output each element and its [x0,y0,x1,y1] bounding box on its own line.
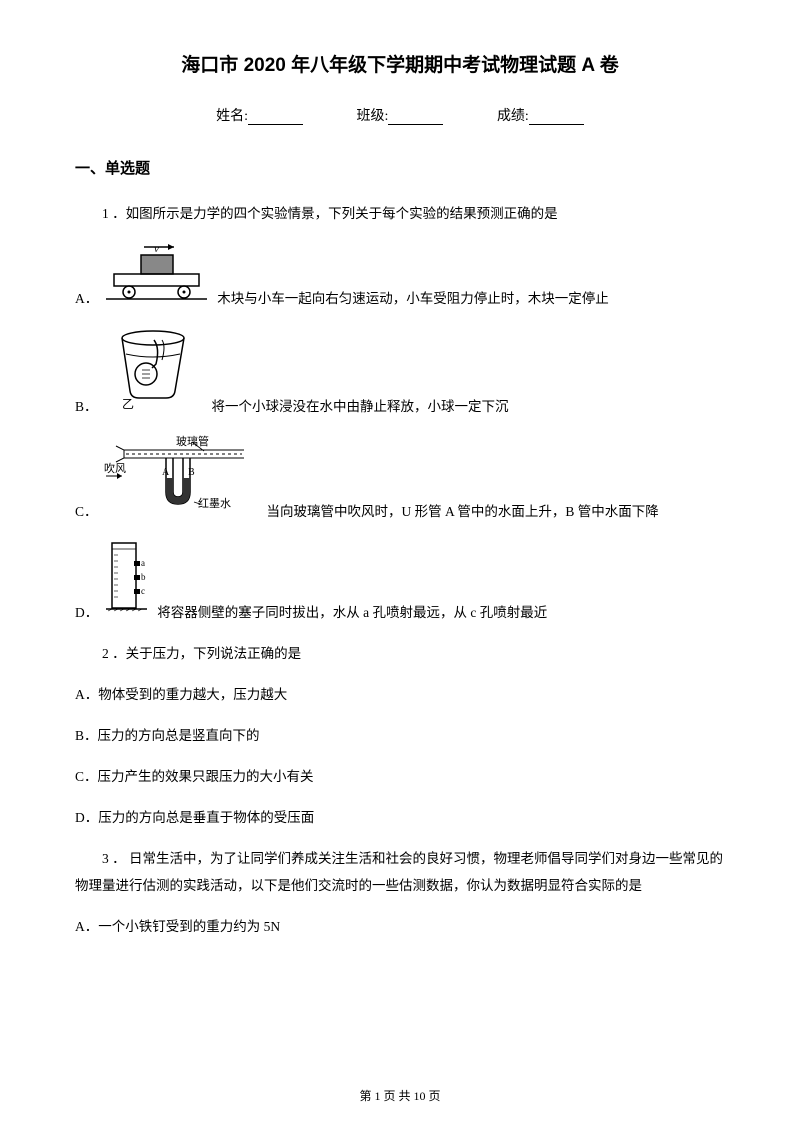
q1-option-b-text: 将一个小球浸没在水中由静止释放，小球一定下沉 [212,393,509,420]
q2-option-d: D．压力的方向总是垂直于物体的受压面 [75,804,725,831]
class-label: 班级: [357,105,389,125]
svg-text:a: a [141,558,145,568]
svg-text:红墨水: 红墨水 [198,497,231,510]
q1-option-b: B． 乙 将一个小球浸没在水中由静止释放，小球一定下沉 [75,326,725,420]
score-label: 成绩: [497,105,529,125]
utube-diagram: 玻璃管 吹风 A B 红墨水 [104,434,259,525]
q1-option-c: C． 玻璃管 吹风 A B 红墨水 当向玻璃管中吹风时，U 形管 A 管中的水面… [75,434,725,525]
class-blank [388,110,443,125]
svg-text:玻璃管: 玻璃管 [176,434,209,448]
svg-text:b: b [141,572,146,582]
name-label: 姓名: [216,105,248,125]
svg-text:A: A [162,467,170,478]
q2-option-b: B．压力的方向总是竖直向下的 [75,722,725,749]
question-1: 1 ．如图所示是力学的四个实验情景，下列关于每个实验的结果预测正确的是 [75,200,725,227]
q1-option-a: A． v 木块与小车一起向右匀速运动，小车受阻力停止时，木块一定停止 [75,241,725,312]
svg-text:v: v [154,243,159,255]
q2-option-a: A．物体受到的重力越大，压力越大 [75,681,725,708]
cart-diagram: v [104,241,209,312]
svg-text:B: B [188,467,195,478]
q1-option-c-text: 当向玻璃管中吹风时，U 形管 A 管中的水面上升，B 管中水面下降 [267,498,659,525]
option-d-letter: D． [75,599,98,626]
q1-option-a-text: 木块与小车一起向右匀速运动，小车受阻力停止时，木块一定停止 [217,285,609,312]
footer-prefix: 第 [359,1089,374,1103]
page-footer: 第 1 页 共 10 页 [0,1087,800,1104]
student-info: 姓名: 班级: 成绩: [75,105,725,125]
svg-text:乙: 乙 [122,397,134,411]
cup-diagram: 乙 [104,326,204,420]
q1-option-d: D． a b c 将容器侧壁的塞子同时拔出，水从 [75,539,725,626]
question-2: 2 ．关于压力，下列说法正确的是 [75,640,725,667]
option-c-letter: C． [75,498,98,525]
footer-total-page: 10 [414,1089,426,1103]
exam-title: 海口市 2020 年八年级下学期期中考试物理试题 A 卷 [75,50,725,77]
svg-text:吹风: 吹风 [104,462,126,475]
q3-option-a: A．一个小铁钉受到的重力约为 5N [75,913,725,940]
name-blank [248,110,303,125]
question-3: 3 ． 日常生活中，为了让同学们养成关注生活和社会的良好习惯，物理老师倡导同学们… [75,845,725,899]
q2-option-c: C．压力产生的效果只跟压力的大小有关 [75,763,725,790]
container-diagram: a b c [104,539,149,626]
footer-mid: 页 共 [380,1089,413,1103]
score-blank [529,110,584,125]
svg-text:c: c [141,586,145,596]
footer-suffix: 页 [426,1089,441,1103]
q1-option-d-text: 将容器侧壁的塞子同时拔出，水从 a 孔喷射最远，从 c 孔喷射最近 [157,599,547,626]
option-a-letter: A． [75,285,98,312]
section-1-header: 一、单选题 [75,157,725,178]
option-b-letter: B． [75,393,98,420]
